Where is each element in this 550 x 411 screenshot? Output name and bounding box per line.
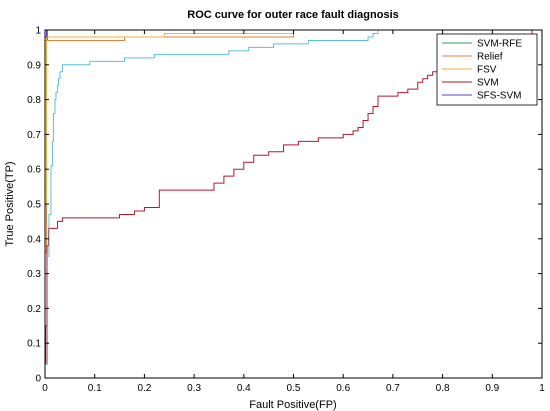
x-tick-label: 0.3 <box>187 383 201 394</box>
y-tick-label: 0.2 <box>27 304 41 315</box>
x-tick-label: 0.5 <box>287 383 301 394</box>
y-tick-label: 0 <box>35 374 41 385</box>
x-tick-label: 0.2 <box>137 383 151 394</box>
legend-label-sfs-svm: SFS-SVM <box>477 91 521 102</box>
y-tick-label: 0.8 <box>27 95 41 106</box>
y-tick-label: 0.9 <box>27 60 41 71</box>
y-tick-label: 0.6 <box>27 165 41 176</box>
x-tick-label: 0.6 <box>336 383 350 394</box>
legend: SVM-RFE Relief FSV SVM SFS-SVM <box>436 33 538 106</box>
y-tick-label: 0.1 <box>27 339 41 350</box>
legend-label-relief: Relief <box>477 52 503 63</box>
legend-label-svm: SVM <box>477 78 499 89</box>
y-tick-label: 0.4 <box>27 234 41 245</box>
series-line-unlabeled <box>44 29 542 378</box>
x-tick-label: 0 <box>42 383 48 394</box>
x-tick-label: 0.4 <box>237 383 251 394</box>
x-axis-label: Fault Positive(FP) <box>249 399 336 411</box>
y-tick-label: 0.3 <box>27 269 41 280</box>
x-axis: 0 0.1 0.2 0.3 0.4 0.5 0.6 0.7 0.8 0.9 1 <box>42 30 545 394</box>
x-tick-label: 0.1 <box>88 383 102 394</box>
x-tick-label: 0.8 <box>436 383 450 394</box>
legend-label-svm-rfe: SVM-RFE <box>477 39 522 50</box>
x-tick-label: 0.9 <box>485 383 499 394</box>
x-tick-label: 1 <box>539 383 545 394</box>
y-tick-label: 1 <box>35 26 41 37</box>
y-tick-label: 0.7 <box>27 130 41 141</box>
y-axis-label: True Positive(TP) <box>4 161 16 246</box>
legend-label-fsv: FSV <box>477 65 497 76</box>
y-axis: 0 0.1 0.2 0.3 0.4 0.5 0.6 0.7 0.8 0.9 1 <box>27 26 542 385</box>
y-tick-label: 0.5 <box>27 200 41 211</box>
x-tick-label: 0.7 <box>386 383 400 394</box>
chart-title: ROC curve for outer race fault diagnosis <box>187 9 399 21</box>
